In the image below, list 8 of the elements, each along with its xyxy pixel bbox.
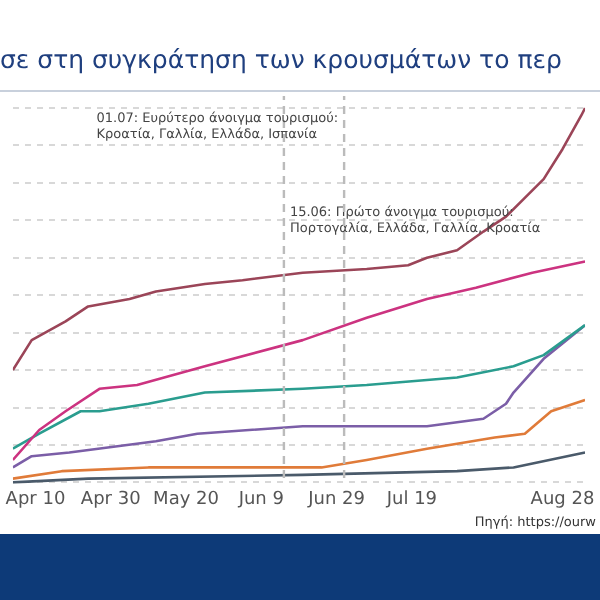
x-tick-label: Jun 9 — [236, 489, 285, 510]
x-tick-label: Jul 19 — [384, 489, 438, 510]
x-tick-label: Jun 29 — [306, 489, 366, 510]
x-tick-label: Apr 30 — [80, 489, 142, 510]
x-tick-label: Apr 10 — [5, 489, 66, 510]
chart-title: σε στη συγκράτηση των κρουσμάτων το περ — [0, 44, 564, 74]
x-tick-label: May 20 — [153, 489, 220, 510]
x-tick-label: Aug 28 — [530, 489, 595, 510]
